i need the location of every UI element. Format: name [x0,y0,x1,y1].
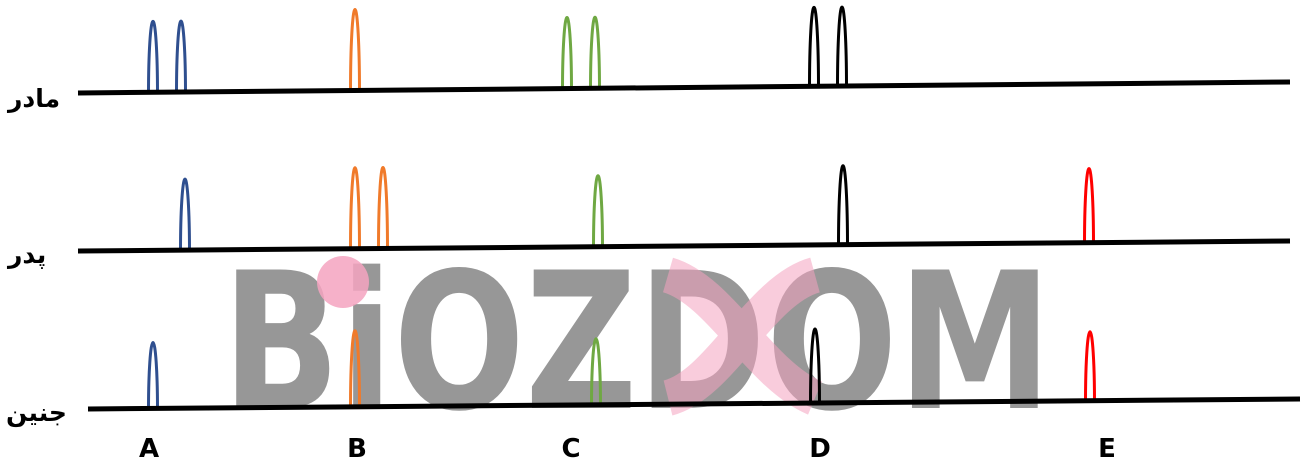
baseline-fetus [87,396,1301,412]
watermark-dot [317,256,369,308]
peak-father-a-1 [179,177,191,252]
row-fetus [87,327,1301,412]
peak-mother-c-2 [589,15,601,90]
watermark-helix [661,257,823,416]
peak-father-b-1 [349,166,361,250]
column-label-d: D [809,434,831,464]
peak-mother-a-1 [147,19,159,94]
baseline-father [77,238,1291,254]
peak-father-d-1 [837,164,849,246]
peak-fetus-c-1 [590,337,602,406]
column-label-a: A [138,434,160,464]
peak-fetus-a-1 [147,340,159,410]
row-label-father: پدر [8,240,47,269]
peak-father-e-1 [1083,167,1095,244]
row-label-mother: مادر [8,84,61,113]
peak-mother-b-1 [349,7,361,92]
peak-father-b-2 [377,165,389,250]
column-label-e: E [1098,434,1116,464]
row-father [77,164,1291,254]
peak-mother-a-2 [175,19,187,94]
column-label-b: B [347,434,367,464]
row-mother [77,5,1291,96]
peak-fetus-e-1 [1084,330,1096,402]
row-label-fetus: جنین [6,398,67,427]
peak-fetus-b-1 [349,329,361,408]
peak-father-c-1 [592,174,604,248]
peak-mother-d-2 [836,5,848,88]
peak-mother-d-1 [808,5,820,88]
peak-mother-c-1 [561,16,573,90]
peak-fetus-d-1 [809,327,821,405]
column-label-c: C [561,434,581,464]
baseline-mother [77,79,1291,96]
